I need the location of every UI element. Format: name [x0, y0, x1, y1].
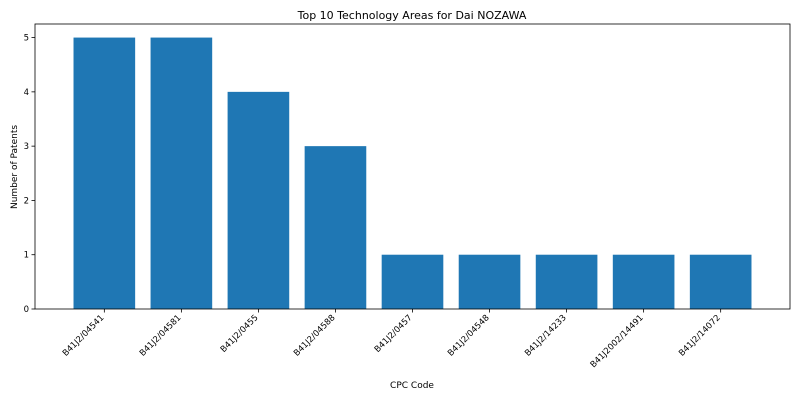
bar-B41J2/0457 [382, 255, 444, 309]
y-tick-label: 5 [24, 34, 29, 44]
bar-B41J2002/14491 [613, 255, 675, 309]
y-tick-label: 3 [24, 142, 29, 152]
chart-title: Top 10 Technology Areas for Dai NOZAWA [297, 9, 527, 22]
bar-B41J2/04581 [151, 38, 213, 309]
y-tick-label: 1 [24, 251, 29, 261]
x-tick-label: B41J2/04541 [61, 313, 107, 359]
x-tick-label: B41J2/04548 [446, 313, 492, 359]
x-tick-label: B41J2/04588 [292, 313, 338, 359]
x-tick-label: B41J2/14233 [523, 313, 569, 359]
bar-B41J2/14233 [536, 255, 598, 309]
bars-layer [74, 38, 752, 309]
x-tick-label: B41J2/0457 [373, 313, 415, 355]
y-tick-label: 4 [24, 88, 29, 98]
x-tick-label: B41J2002/14491 [589, 313, 646, 370]
y-tick-label: 0 [24, 305, 29, 315]
bar-B41J2/04541 [74, 38, 136, 309]
bar-B41J2/04548 [459, 255, 521, 309]
bar-B41J2/04588 [305, 146, 367, 309]
x-tick-label: B41J2/04581 [138, 313, 184, 359]
x-axis-label: CPC Code [390, 381, 434, 391]
y-tick-label: 2 [24, 196, 29, 206]
bar-B41J2/14072 [690, 255, 752, 309]
x-tick-label: B41J2/0455 [219, 313, 261, 355]
y-axis-label: Number of Patents [10, 125, 20, 209]
x-tick-label: B41J2/14072 [677, 313, 723, 359]
bar-B41J2/0455 [228, 92, 290, 309]
